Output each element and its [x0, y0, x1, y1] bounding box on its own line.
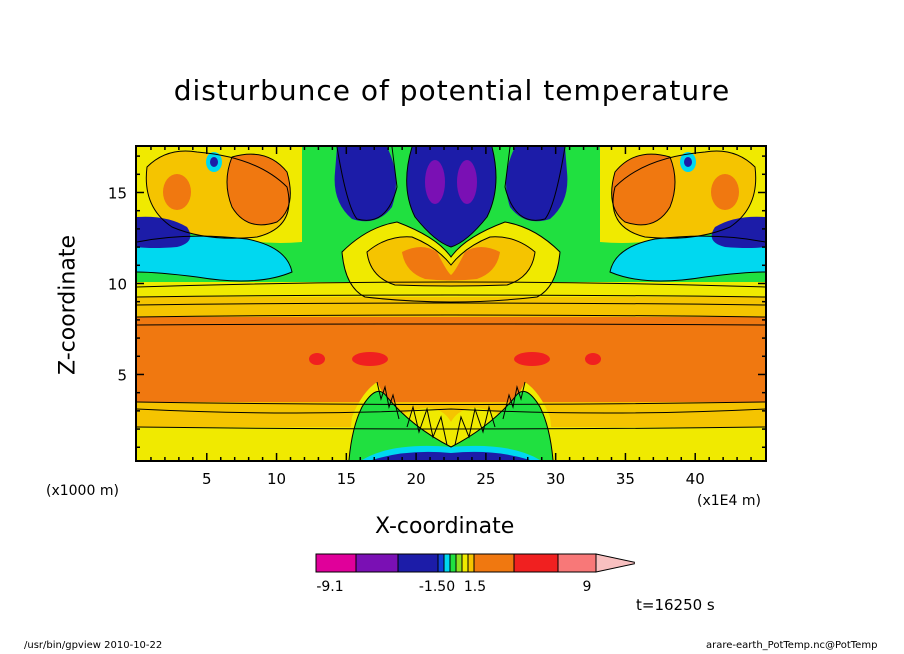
x-tick-label: 30 — [546, 470, 565, 488]
y-tick-label: 15 — [108, 184, 127, 202]
x-tick-label: 15 — [337, 470, 356, 488]
x-axis-unit: (x1E4 m) — [697, 493, 761, 509]
colorbar-segment — [315, 553, 357, 573]
field-orange-blob-l — [163, 174, 191, 210]
contour-line — [341, 221, 561, 303]
field-orange-top-left — [227, 154, 291, 225]
colorbar-tick-label: -9.1 — [316, 579, 344, 595]
colorbar-segment — [513, 553, 559, 573]
y-tick-label: 5 — [117, 366, 127, 384]
colorbar-segment — [467, 553, 475, 573]
x-tick-label: 20 — [407, 470, 426, 488]
contour-line — [137, 314, 765, 318]
y-axis-unit: (x1000 m) — [46, 483, 119, 499]
field-blue-center-left — [334, 147, 396, 222]
colorbar-segment — [355, 553, 399, 573]
x-tick-label: 25 — [476, 470, 495, 488]
contour-line — [366, 236, 536, 287]
field-red-3 — [514, 352, 550, 366]
contour-line — [406, 147, 497, 248]
field-blue-dot-l — [210, 157, 218, 167]
contour-line — [611, 153, 676, 226]
field-red-1 — [309, 353, 325, 365]
plot-area — [135, 145, 767, 462]
time-label: t=16250 s — [636, 596, 715, 614]
colorbar-segment — [473, 553, 515, 573]
contour-lines — [137, 147, 765, 460]
colorbar-segment — [449, 553, 457, 573]
band-yellow — [137, 287, 765, 297]
x-tick-label: 10 — [267, 470, 286, 488]
chart-title: disturbunce of potential temperature — [173, 74, 731, 107]
contour-line — [336, 147, 398, 221]
contour-line — [137, 401, 765, 405]
contour-line — [504, 147, 566, 221]
contour-line — [137, 408, 765, 414]
band-amber — [137, 297, 765, 317]
field-purple-1 — [425, 160, 445, 204]
field-red-4 — [585, 353, 601, 365]
colorbar — [315, 553, 635, 573]
contour-line — [137, 323, 765, 326]
field-orange-top-right — [611, 154, 675, 225]
y-tick-label: 10 — [108, 275, 127, 293]
contour-line — [376, 381, 526, 420]
x-tick-label: 40 — [686, 470, 705, 488]
colorbar-segment — [461, 553, 469, 573]
colorbar-tick-label: 1.5 — [463, 579, 487, 595]
field-blue-right — [711, 216, 765, 248]
contour-line — [137, 281, 765, 288]
field-green-lower — [349, 391, 553, 460]
field-blue-bottom — [372, 451, 530, 460]
field-red-2 — [352, 352, 388, 366]
colorbar-segment — [443, 553, 451, 573]
x-axis-label: X-coordinate — [375, 514, 515, 539]
x-tick-label: 35 — [616, 470, 635, 488]
field-orange-center — [402, 247, 500, 281]
colorbar-segment — [437, 553, 445, 573]
field-purple-2 — [457, 160, 477, 204]
footer-source: arare-earth_PotTemp.nc@PotTemp — [706, 640, 878, 651]
field-blue-center-right — [506, 147, 568, 222]
contour-field — [137, 147, 765, 460]
colorbar-tick-label: -1.50 — [418, 579, 456, 595]
contour-line — [137, 302, 765, 306]
footer-program: /usr/bin/gpview 2010-10-22 — [24, 640, 163, 651]
colorbar-segment — [455, 553, 463, 573]
contour-line — [406, 405, 496, 446]
y-axis-label: Z-coordinate — [55, 235, 81, 375]
contour-line — [226, 153, 291, 226]
colorbar-segment — [557, 553, 597, 573]
contour-line — [609, 235, 765, 282]
field-orange-blob-r — [711, 174, 739, 210]
colorbar-extend-arrow — [595, 553, 635, 573]
contour-line — [137, 426, 765, 430]
contour-line — [145, 150, 290, 239]
x-tick-label: 5 — [202, 470, 212, 488]
field-blue-left — [137, 216, 191, 248]
contour-line — [348, 390, 554, 460]
band-orange — [137, 317, 765, 402]
colorbar-tick-label: 9 — [582, 579, 592, 595]
field-cyan-right — [610, 236, 765, 281]
contour-line — [612, 150, 757, 239]
colorbar-segment — [397, 553, 439, 573]
contour-line — [137, 294, 765, 298]
field-cyan-left — [137, 236, 292, 281]
field-blue-dot-r — [684, 157, 692, 167]
contour-line — [137, 235, 293, 282]
